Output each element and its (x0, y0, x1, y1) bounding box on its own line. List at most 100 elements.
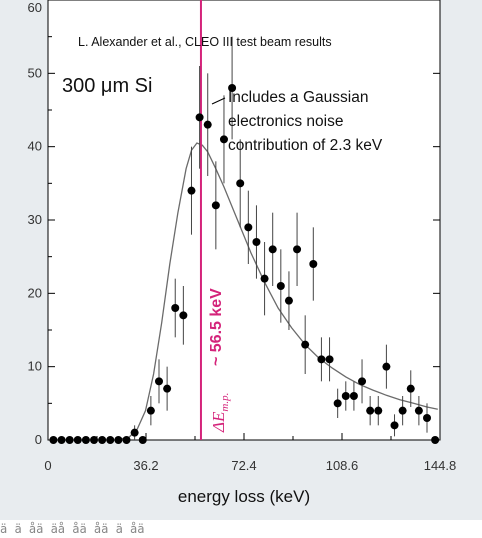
data-point (423, 403, 432, 433)
data-point (49, 436, 58, 444)
point-marker (187, 186, 196, 195)
point-marker (57, 436, 66, 444)
x-tick-label: 36.2 (133, 458, 158, 473)
point-marker (179, 311, 188, 320)
material-label: 300 μm Si (62, 75, 152, 97)
point-marker (309, 260, 318, 268)
point-marker (260, 274, 269, 283)
point-marker (114, 436, 123, 444)
point-marker (90, 436, 99, 444)
data-point (244, 190, 253, 264)
data-point (203, 73, 212, 176)
plot-frame (47, 0, 441, 441)
point-marker (366, 406, 375, 415)
mp-delta-symbol: ΔE (209, 411, 228, 433)
mp-subscript: m.p. (219, 393, 231, 412)
point-marker (130, 428, 139, 437)
footer-strip: ä ä åä äå åä åä ä åä (0, 520, 482, 538)
x-tick-label: 72.4 (231, 458, 256, 473)
data-point (179, 286, 188, 345)
data-point (65, 436, 74, 444)
point-marker (163, 384, 172, 393)
x-tick-label: 108.6 (326, 458, 359, 473)
data-point (98, 436, 107, 444)
data-point (163, 366, 172, 411)
noise-note-line3: contribution of 2.3 keV (228, 137, 383, 154)
y-tick-label: 10 (28, 359, 42, 374)
y-axis: 0 10 20 30 40 50 60 (28, 0, 440, 447)
data-point (398, 396, 407, 426)
data-point (228, 36, 237, 140)
y-tick-label: 30 (28, 212, 42, 227)
point-marker (195, 113, 204, 122)
point-marker (293, 245, 302, 254)
point-marker (333, 399, 342, 408)
y-tick-label: 50 (28, 65, 42, 80)
y-tick-label: 40 (28, 139, 42, 154)
point-marker (268, 245, 277, 254)
mp-value-label: ~ 56.5 keV (208, 288, 225, 366)
data-point (236, 139, 245, 228)
data-point (219, 95, 228, 184)
data-point (333, 388, 342, 418)
data-point (268, 212, 277, 286)
data-points (49, 36, 440, 444)
data-point (211, 161, 220, 250)
point-marker (81, 436, 90, 444)
data-point (114, 436, 123, 444)
data-point (130, 425, 139, 440)
point-marker (423, 414, 432, 422)
data-point (341, 381, 350, 411)
noise-note-line2: electronics noise (228, 113, 343, 130)
fit-curve (115, 142, 438, 441)
point-marker (406, 384, 415, 393)
data-point (406, 370, 415, 407)
point-marker (203, 120, 212, 129)
point-marker (171, 304, 180, 312)
point-marker (49, 436, 58, 444)
mp-annotation: ΔEm.p. ~ 56.5 keV (208, 288, 231, 433)
point-marker (98, 436, 107, 444)
point-marker (414, 406, 423, 415)
point-marker (65, 436, 74, 444)
point-marker (211, 201, 220, 210)
point-marker (374, 406, 383, 415)
data-point (317, 337, 326, 382)
data-point (146, 396, 155, 426)
point-marker (146, 406, 155, 415)
svg-text:ΔEm.p.: ΔEm.p. (209, 393, 231, 433)
data-point (90, 436, 99, 444)
data-point (349, 381, 358, 411)
point-marker (138, 436, 147, 444)
data-point (374, 396, 383, 426)
data-point (284, 271, 293, 330)
point-marker (301, 340, 310, 349)
data-point (122, 436, 131, 444)
point-marker (228, 84, 237, 92)
point-marker (317, 355, 326, 364)
data-point (154, 359, 163, 404)
data-point (276, 249, 285, 323)
data-point (366, 396, 375, 426)
point-marker (398, 406, 407, 415)
data-point (414, 396, 423, 426)
x-axis-title: energy loss (keV) (178, 487, 310, 506)
data-point (73, 436, 82, 444)
data-point (325, 337, 334, 382)
data-point (390, 414, 399, 437)
point-marker (219, 135, 228, 144)
point-marker (284, 296, 293, 305)
point-marker (341, 392, 350, 400)
point-marker (154, 377, 163, 386)
point-marker (236, 179, 245, 188)
point-marker (349, 392, 358, 400)
data-point (293, 212, 302, 286)
x-tick-label: 0 (44, 458, 51, 473)
data-point (431, 436, 440, 444)
noise-note-pointer (211, 97, 226, 105)
noise-note-line1: Includes a Gaussian (228, 89, 368, 106)
point-marker (325, 355, 334, 364)
data-point (138, 436, 147, 444)
y-tick-label: 60 (28, 0, 42, 15)
